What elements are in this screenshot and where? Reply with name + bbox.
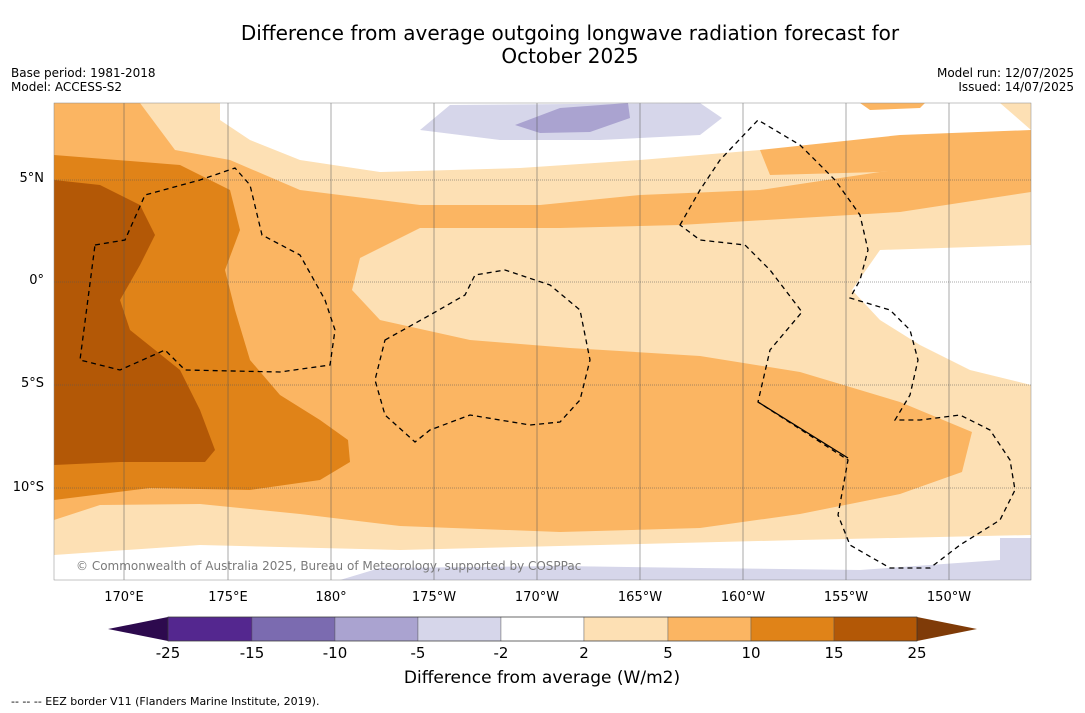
- lon-label-170w: 170°W: [514, 590, 560, 605]
- eez-footnote: -- -- -- EEZ border V11 (Flanders Marine…: [11, 695, 320, 708]
- colorbar-extension-high: [917, 617, 977, 641]
- map-frame: [53, 102, 1032, 581]
- gridlines: [54, 103, 1031, 580]
- eez-border-tuvalu: [79, 167, 336, 373]
- model-name: Model: ACCESS-S2: [11, 80, 123, 94]
- map-fields: [54, 103, 1031, 580]
- colorbar-tick: -15: [239, 644, 265, 662]
- lon-label-160w: 160°W: [720, 590, 766, 605]
- colorbar-segment: [500, 616, 585, 642]
- map-title: Difference from average outgoing longwav…: [170, 22, 970, 68]
- colorbar-tick: 10: [741, 644, 761, 662]
- base-period: Base period: 1981-2018: [11, 66, 156, 80]
- colorbar-segment: [750, 616, 835, 642]
- colorbar-segment: [667, 616, 752, 642]
- lat-label-0: 0°: [29, 273, 44, 288]
- lon-label-175e: 175°E: [208, 590, 248, 605]
- field-orange-ne-corner: [860, 103, 925, 110]
- field-white-east: [852, 245, 1031, 385]
- colorbar-segment: [251, 616, 336, 642]
- colorbar-title: Difference from average (W/m2): [403, 668, 681, 688]
- meta-left: Base period: 1981-2018 Model: ACCESS-S2: [11, 66, 156, 94]
- colorbar-tick: -5: [410, 644, 426, 662]
- colorbar-tick: -2: [493, 644, 509, 662]
- colorbar-tick: 5: [663, 644, 673, 662]
- lon-label-170e: 170°E: [104, 590, 144, 605]
- colorbar-tick: 2: [579, 644, 589, 662]
- title-line-2: October 2025: [501, 44, 639, 68]
- model-run: Model run: 12/07/2025: [936, 66, 1074, 80]
- eez-solid-segment: [757, 401, 849, 459]
- colorbar-extension-low: [108, 617, 168, 641]
- issued-date: Issued: 14/07/2025: [958, 80, 1074, 94]
- lon-label-180: 180°: [315, 590, 347, 605]
- colorbar-tick: 15: [824, 644, 844, 662]
- colorbar-segment: [833, 616, 918, 642]
- colorbar: [108, 616, 977, 642]
- lat-label-10s: 10°S: [12, 480, 44, 495]
- colorbar-segment: [334, 616, 419, 642]
- colorbar-segment: [583, 616, 669, 642]
- lat-label-5n: 5°N: [19, 171, 45, 186]
- lon-label-150w: 150°W: [926, 590, 972, 605]
- colorbar-tick: -25: [155, 644, 181, 662]
- colorbar-tick: 25: [907, 644, 927, 662]
- colorbar-frame: [167, 616, 918, 642]
- colorbar-segment: [417, 616, 502, 642]
- field-lavender-south: [340, 538, 1031, 580]
- lon-label-175w: 175°W: [411, 590, 457, 605]
- lon-label-165w: 165°W: [617, 590, 663, 605]
- meta-right: Model run: 12/07/2025 Issued: 14/07/2025: [937, 66, 1074, 94]
- colorbar-segment: [167, 616, 253, 642]
- eez-border-kiribati: [679, 119, 1016, 569]
- title-line-1: Difference from average outgoing longwav…: [240, 21, 900, 45]
- colorbar-tick: -10: [322, 644, 348, 662]
- field-orange-northeast: [760, 130, 1031, 175]
- field-white-south: [54, 535, 1031, 580]
- eez-borders: [79, 119, 1016, 569]
- lat-label-5s: 5°S: [20, 376, 44, 391]
- lon-label-155w: 155°W: [823, 590, 869, 605]
- copyright-notice: © Commonwealth of Australia 2025, Bureau…: [76, 559, 582, 573]
- field-purple-north: [515, 103, 630, 133]
